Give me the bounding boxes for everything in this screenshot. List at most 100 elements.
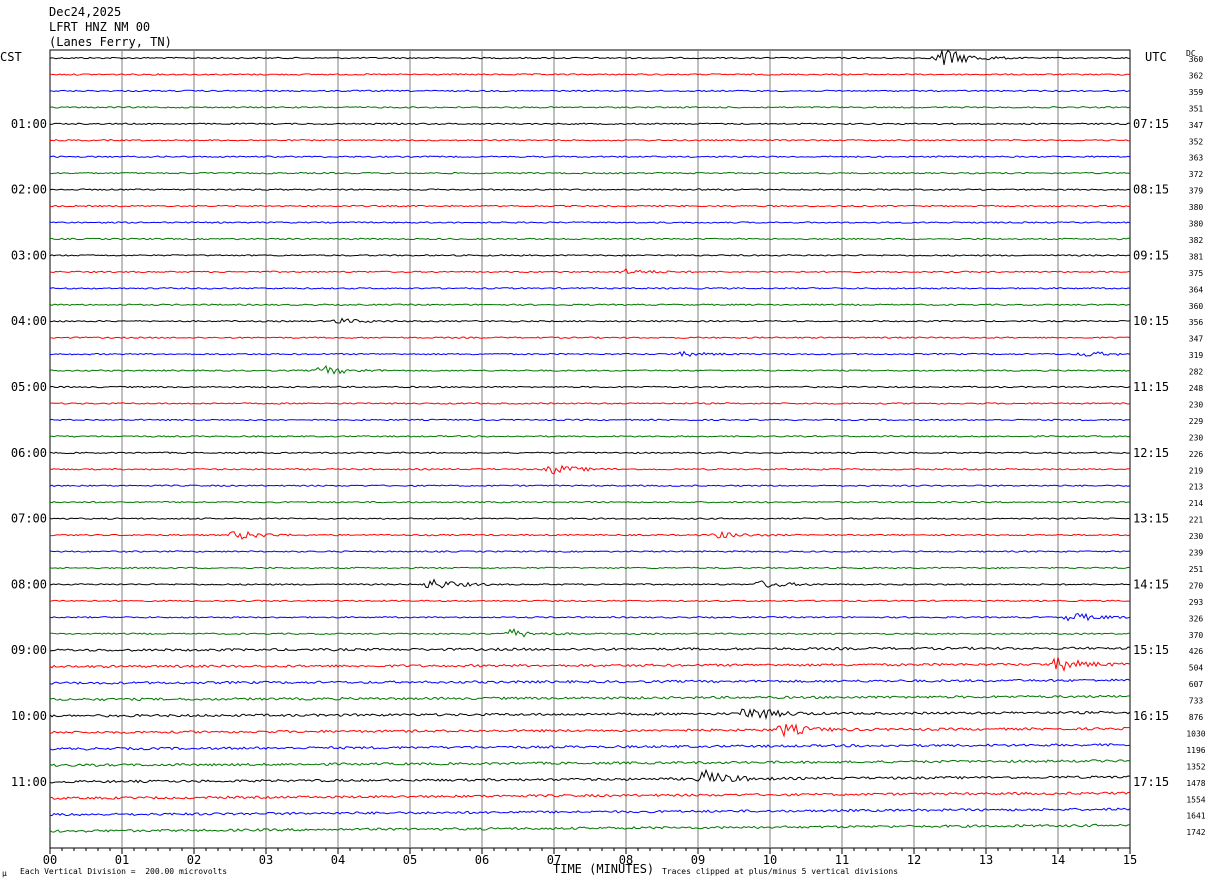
x-tick-label: 15 — [1123, 853, 1137, 867]
dc-offset-label: 282 — [1189, 368, 1204, 377]
cst-hour-label: 05:00 — [11, 380, 47, 394]
trace-line — [49, 566, 1131, 570]
trace-line — [49, 336, 1131, 339]
trace-line — [49, 138, 1131, 142]
x-axis-title: TIME (MINUTES) — [553, 862, 655, 876]
utc-hour-label: 09:15 — [1133, 248, 1169, 262]
trace-line — [49, 678, 1131, 685]
dc-offset-label: 251 — [1189, 565, 1204, 574]
x-tick-label: 07 — [547, 853, 561, 867]
x-tick-label: 02 — [187, 853, 201, 867]
cst-hour-label: 10:00 — [11, 709, 47, 723]
dc-offset-label: 239 — [1189, 549, 1204, 558]
trace-line — [49, 791, 1131, 800]
dc-offset-label: 364 — [1189, 285, 1204, 294]
trace-line — [49, 646, 1131, 652]
x-tick-label: 10 — [763, 853, 777, 867]
trace-line — [49, 89, 1131, 93]
utc-hour-label: 10:15 — [1133, 314, 1169, 328]
header-date: Dec24,2025 — [49, 5, 122, 19]
trace-line — [49, 49, 1131, 66]
cst-hour-label: 02:00 — [11, 183, 47, 197]
dc-offset-label: 270 — [1189, 581, 1204, 590]
x-tick-label: 00 — [43, 853, 57, 867]
trace-line — [49, 385, 1131, 389]
trace-line — [49, 303, 1131, 307]
trace-line — [49, 155, 1131, 158]
dc-offset-label: 380 — [1189, 220, 1204, 229]
dc-offset-label: 221 — [1189, 516, 1204, 525]
cst-hour-label: 08:00 — [11, 577, 47, 591]
dc-title: DC — [1186, 49, 1196, 58]
dc-offset-label: 230 — [1189, 400, 1204, 409]
header-station: LFRT HNZ NM 00 — [49, 20, 151, 34]
trace-line — [49, 723, 1131, 738]
trace-line — [49, 578, 1131, 589]
utc-hour-label: 11:15 — [1133, 380, 1169, 394]
dc-offset-label: 426 — [1189, 647, 1204, 656]
dc-offset-label: 372 — [1189, 170, 1204, 179]
scale-note: Each Vertical Division = 200.00 microvol… — [20, 867, 228, 876]
dc-offset-label: 1030 — [1186, 729, 1205, 738]
dc-offset-label: 1641 — [1186, 812, 1205, 821]
trace-line — [49, 599, 1131, 603]
utc-hour-label: 12:15 — [1133, 446, 1169, 460]
trace-line — [49, 122, 1131, 126]
x-tick-label: 11 — [835, 853, 849, 867]
x-tick-label: 05 — [403, 853, 417, 867]
dc-offset-label: 360 — [1189, 302, 1204, 311]
trace-line — [49, 204, 1131, 208]
cst-hour-label: 11:00 — [11, 775, 47, 789]
trace-line — [49, 694, 1131, 702]
trace-line — [49, 221, 1131, 224]
cst-hour-label: 04:00 — [11, 314, 47, 328]
trace-line — [49, 254, 1131, 257]
trace-line — [49, 742, 1131, 751]
trace-line — [49, 418, 1131, 422]
dc-offset-label: 229 — [1189, 417, 1204, 426]
trace-line — [49, 73, 1131, 76]
utc-hour-label: 15:15 — [1133, 643, 1169, 657]
x-tick-label: 13 — [979, 853, 993, 867]
dc-offset-label: 347 — [1189, 121, 1204, 130]
dc-offset-label: 319 — [1189, 351, 1204, 360]
trace-line — [49, 317, 1131, 324]
dc-offset-label: 352 — [1189, 137, 1204, 146]
trace-line — [49, 106, 1131, 109]
trace-line — [49, 657, 1131, 673]
trace-line — [49, 287, 1131, 290]
dc-offset-label: 359 — [1189, 88, 1204, 97]
cst-hour-label: 03:00 — [11, 248, 47, 262]
dc-offset-label: 230 — [1189, 532, 1204, 541]
left-axis-title: CST — [0, 50, 22, 64]
dc-offset-label: 607 — [1189, 680, 1204, 689]
trace-line — [49, 500, 1131, 504]
trace-line — [49, 364, 1131, 375]
trace-line — [49, 267, 1131, 274]
trace-line — [49, 759, 1131, 767]
utc-hour-label: 16:15 — [1133, 709, 1169, 723]
utc-hour-label: 13:15 — [1133, 512, 1169, 526]
trace-line — [49, 350, 1131, 358]
trace-line — [49, 823, 1131, 833]
utc-hour-label: 17:15 — [1133, 775, 1169, 789]
trace-line — [49, 451, 1131, 455]
x-tick-label: 09 — [691, 853, 705, 867]
dc-offset-label: 230 — [1189, 433, 1204, 442]
trace-line — [49, 530, 1131, 540]
x-tick-label: 01 — [115, 853, 129, 867]
dc-offset-label: 375 — [1189, 269, 1204, 278]
trace-line — [49, 464, 1131, 475]
cst-hour-label: 06:00 — [11, 446, 47, 460]
cst-hour-label: 01:00 — [11, 117, 47, 131]
x-tick-label: 03 — [259, 853, 273, 867]
dc-offset-label: 1478 — [1186, 779, 1205, 788]
dc-offset-label: 1554 — [1186, 795, 1205, 804]
trace-line — [49, 237, 1131, 241]
x-tick-label: 04 — [331, 853, 345, 867]
dc-offset-label: 293 — [1189, 598, 1204, 607]
trace-line — [49, 807, 1131, 817]
x-tick-label: 14 — [1051, 853, 1065, 867]
right-axis-title: UTC — [1145, 50, 1167, 64]
